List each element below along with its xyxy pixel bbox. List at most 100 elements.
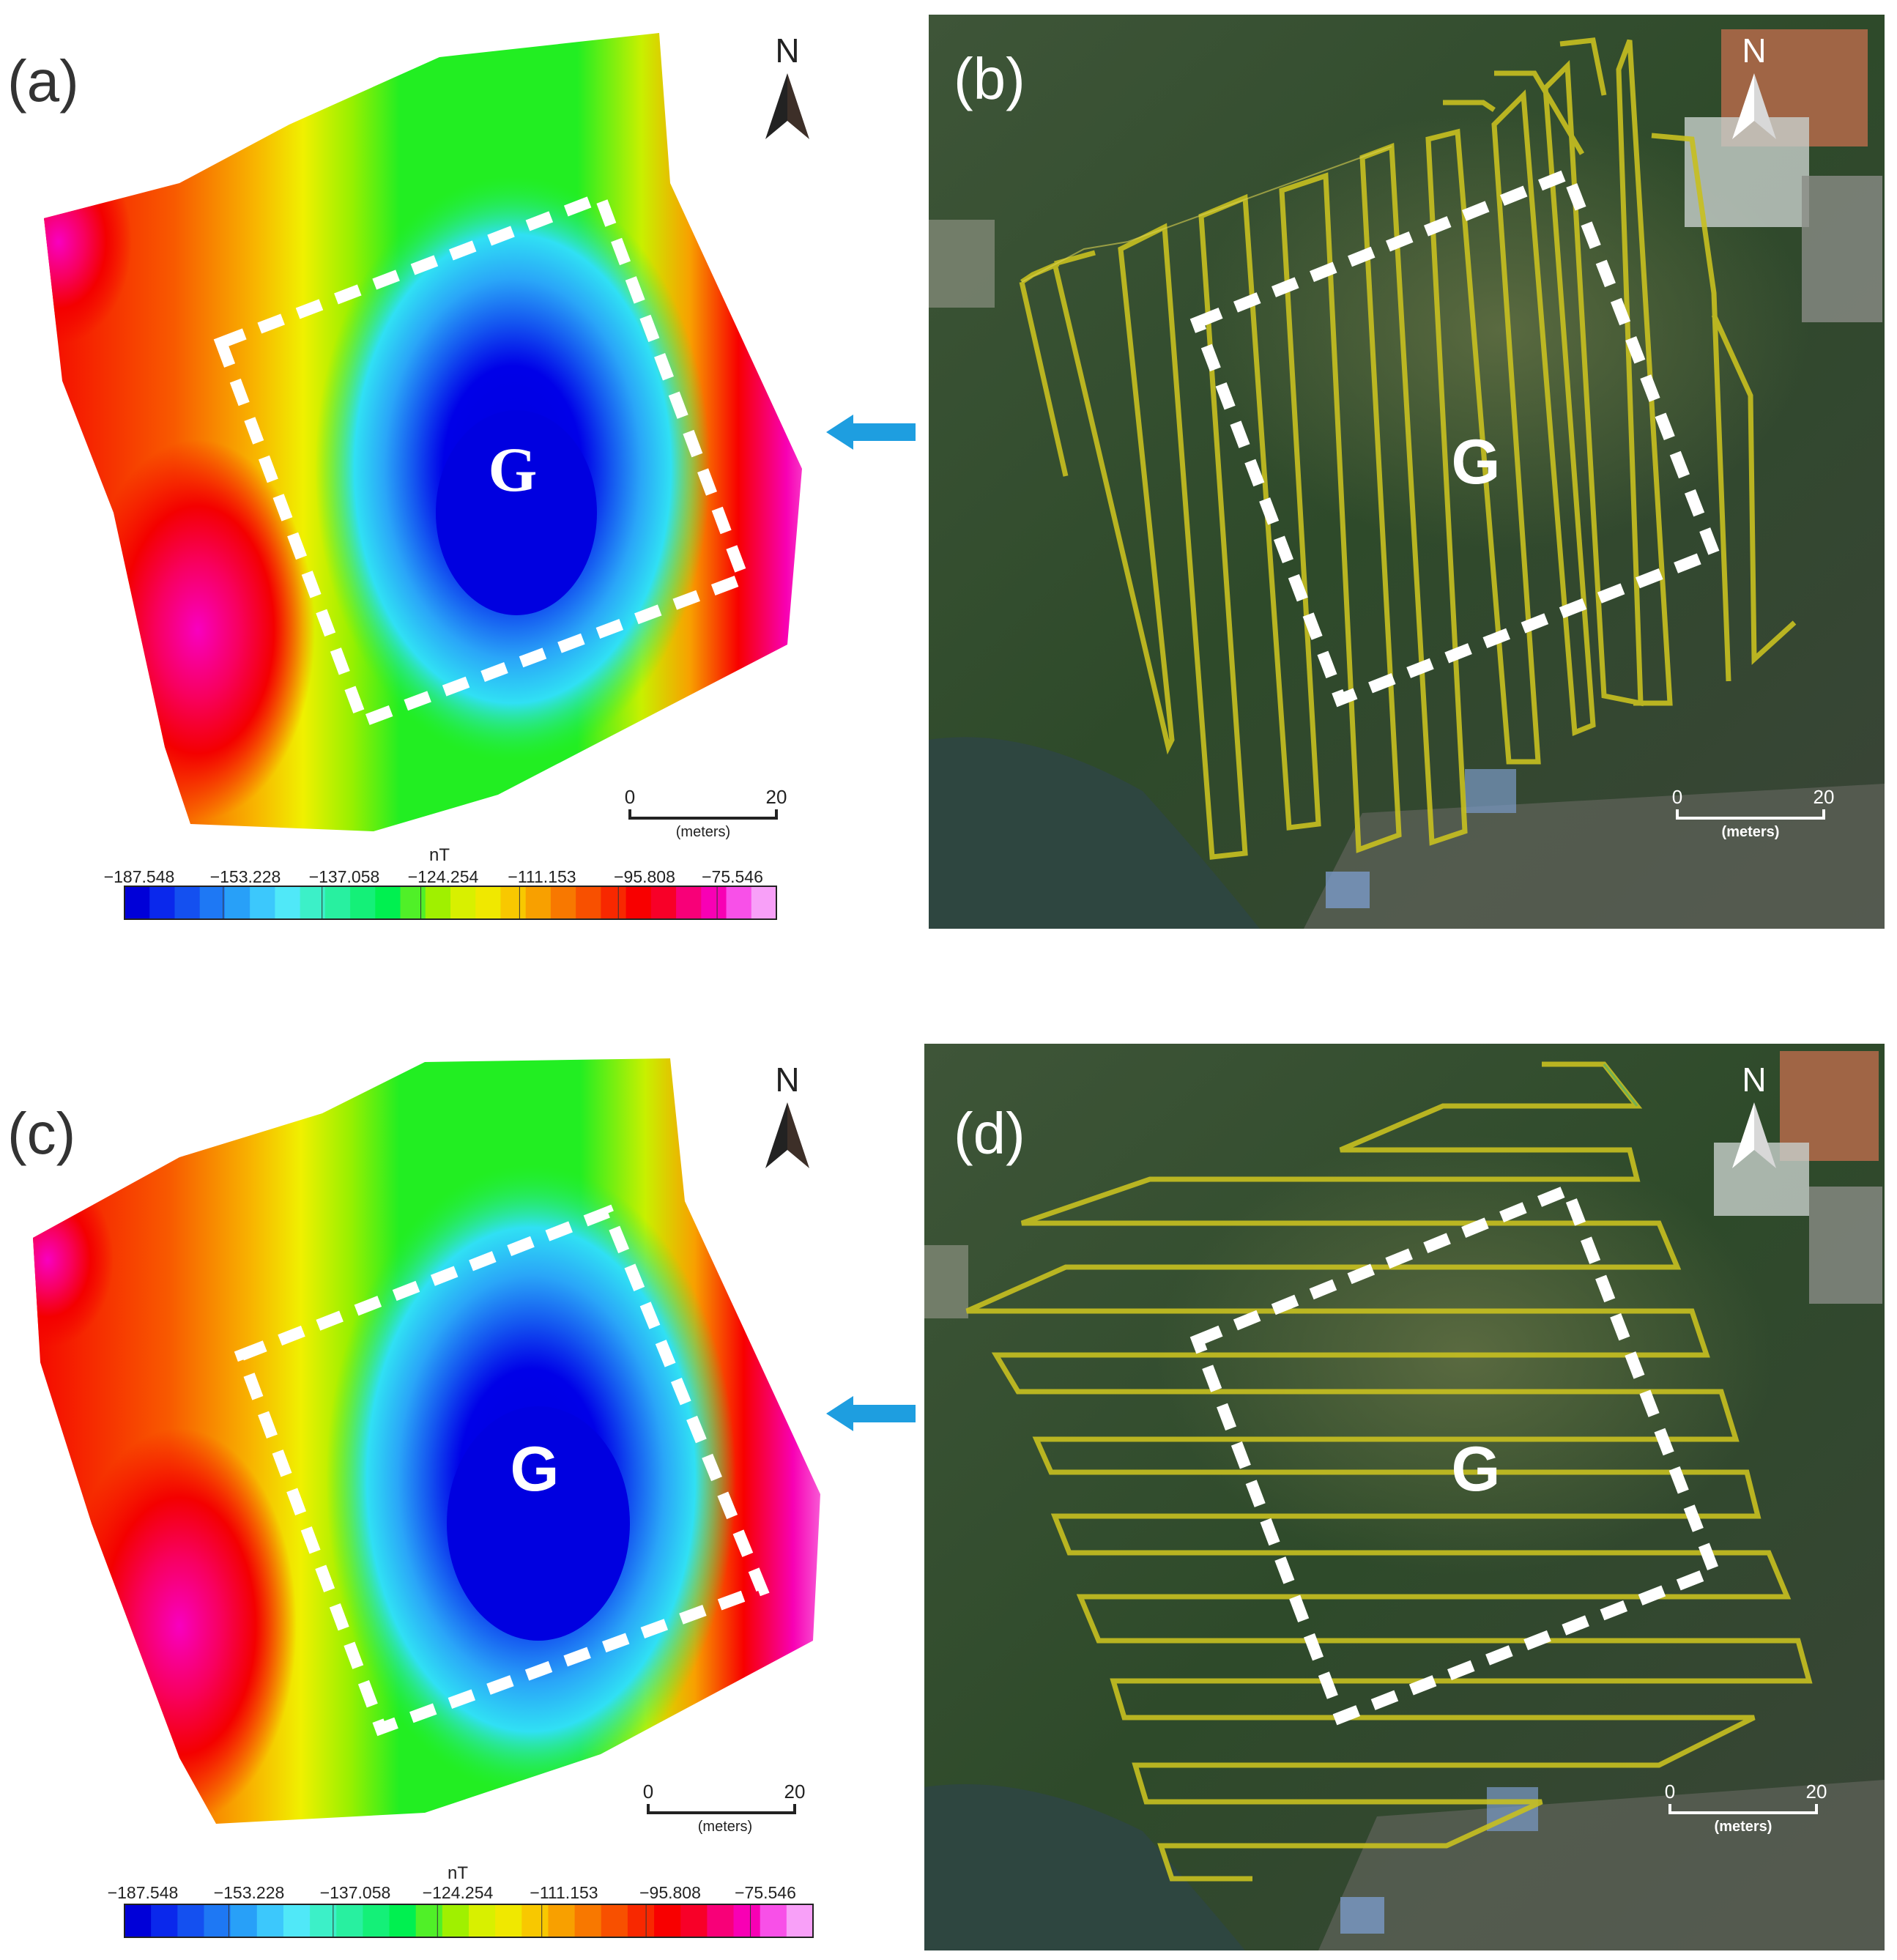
colorbar-swatch — [174, 886, 201, 919]
colorbar-swatch — [350, 886, 376, 919]
svg-text:20: 20 — [1806, 1781, 1827, 1803]
colorbar-swatch — [310, 1904, 337, 1937]
colorbar-swatch — [786, 1904, 814, 1937]
flight-path-connector — [1021, 146, 1392, 283]
svg-text:(meters): (meters) — [1722, 824, 1780, 840]
colorbar-swatch — [676, 886, 702, 919]
colorbar-swatch — [363, 1904, 390, 1937]
colorbar-swatch — [707, 1904, 735, 1937]
colorbar-swatch — [760, 1904, 787, 1937]
svg-text:−75.546: −75.546 — [702, 867, 763, 886]
colorbar-swatch — [726, 886, 752, 919]
colorbar-swatch — [425, 886, 451, 919]
svg-text:−95.808: −95.808 — [639, 1883, 701, 1902]
colorbar-swatch — [574, 1904, 602, 1937]
svg-text:−187.548: −187.548 — [108, 1883, 179, 1902]
north-arrow-icon — [765, 1102, 787, 1168]
north-arrow-icon — [1732, 1102, 1754, 1168]
colorbar-swatch — [125, 886, 150, 919]
svg-text:(meters): (meters) — [1715, 1819, 1772, 1835]
colorbar-swatch — [224, 886, 250, 919]
colorbar-swatch — [550, 886, 576, 919]
colorbar-swatch — [450, 886, 476, 919]
svg-text:N: N — [775, 31, 799, 70]
colorbar-swatch — [680, 1904, 708, 1937]
flight-path-connector — [1603, 1063, 1638, 1107]
svg-text:−95.808: −95.808 — [614, 867, 675, 886]
colorbar-swatch — [654, 1904, 681, 1937]
svg-text:−124.254: −124.254 — [423, 1883, 494, 1902]
colorbar-swatch — [199, 886, 226, 919]
colorbar-unit: nT — [448, 1863, 468, 1883]
colorbar-swatch — [576, 886, 601, 919]
target-label-g: G — [489, 434, 538, 505]
colorbar-swatch — [204, 1904, 231, 1937]
colorbar-swatch — [601, 886, 627, 919]
target-label-g: G — [511, 1434, 560, 1504]
colorbar-swatch — [525, 886, 552, 919]
survey-area-box — [1189, 1182, 1722, 1726]
panel-d-satellite: G (d) N 0 20 (meters) — [924, 1044, 1885, 1950]
colorbar-swatch — [625, 886, 652, 919]
panel-a-anomaly-map: G (a) N 0 20 (meters) — [7, 31, 916, 840]
colorbar-swatch — [601, 1904, 628, 1937]
panel-b-satellite: G (b) N 0 20 (meters) — [929, 15, 1885, 929]
svg-text:N: N — [1742, 31, 1766, 70]
flight-direction-arrow-icon — [826, 1396, 916, 1431]
svg-text:(meters): (meters) — [676, 824, 730, 840]
panel-label-d: (d) — [954, 1101, 1025, 1166]
colorbar-ticks: −187.548 −153.228 −137.058 −124.254 −111… — [108, 1883, 796, 1902]
svg-text:0: 0 — [643, 1781, 653, 1803]
panel-label-c: (c) — [7, 1101, 75, 1166]
north-arrow-icon — [765, 73, 787, 139]
scale-bar: 0 20 (meters) — [1665, 1781, 1827, 1835]
scale-bar: 0 20 (meters) — [643, 1781, 806, 1835]
survey-area-box — [213, 190, 751, 730]
colorbar-swatch — [389, 1904, 417, 1937]
svg-text:−187.548: −187.548 — [104, 867, 175, 886]
flight-lines-d — [965, 1061, 1813, 1882]
scale-bar: 0 20 (meters) — [1672, 786, 1835, 840]
colorbar-swatch — [415, 1904, 443, 1937]
colorbar-a: nT −187.548 −153.228 −137.058 −124.254 −… — [104, 845, 777, 920]
target-label-g: G — [1452, 1434, 1501, 1504]
north-arrow: N — [1732, 1061, 1776, 1168]
colorbar-swatch — [151, 1904, 178, 1937]
svg-text:N: N — [1742, 1061, 1766, 1099]
colorbar-swatch — [283, 1904, 311, 1937]
colorbar-swatch — [400, 886, 426, 919]
svg-text:−137.058: −137.058 — [309, 867, 380, 886]
colorbar-swatch — [627, 1904, 655, 1937]
colorbar-swatch — [442, 1904, 469, 1937]
colorbar-swatch — [521, 1904, 549, 1937]
colorbar-swatch — [324, 886, 351, 919]
svg-text:20: 20 — [784, 1781, 806, 1803]
svg-text:20: 20 — [766, 786, 787, 808]
colorbar-swatch — [300, 886, 326, 919]
colorbar-swatch — [751, 886, 777, 919]
target-label-g: G — [1452, 427, 1501, 497]
svg-text:−111.153: −111.153 — [508, 867, 576, 886]
survey-area-box — [234, 1204, 770, 1737]
colorbar-swatch — [230, 1904, 258, 1937]
north-arrow: N — [765, 1061, 809, 1168]
svg-text:−137.058: −137.058 — [320, 1883, 391, 1902]
colorbar-swatch — [375, 886, 401, 919]
colorbar-ticks: −187.548 −153.228 −137.058 −124.254 −111… — [104, 867, 763, 886]
panel-label-a: (a) — [7, 48, 79, 114]
svg-text:−75.546: −75.546 — [735, 1883, 796, 1902]
colorbar-swatch — [733, 1904, 761, 1937]
svg-text:−124.254: −124.254 — [408, 867, 479, 886]
colorbar-swatch — [177, 1904, 204, 1937]
svg-text:0: 0 — [625, 786, 635, 808]
colorbar-c: nT −187.548 −153.228 −137.058 −124.254 −… — [108, 1863, 814, 1938]
survey-area-box — [1189, 166, 1722, 708]
colorbar-swatch — [149, 886, 175, 919]
panel-c-anomaly-map: G (c) N 0 20 (meters) — [7, 1058, 916, 1835]
colorbar-swatch — [475, 886, 501, 919]
north-arrow-icon — [1732, 73, 1754, 139]
colorbar-swatch — [495, 1904, 522, 1937]
colorbar-swatch — [336, 1904, 363, 1937]
colorbar-swatch — [548, 1904, 576, 1937]
